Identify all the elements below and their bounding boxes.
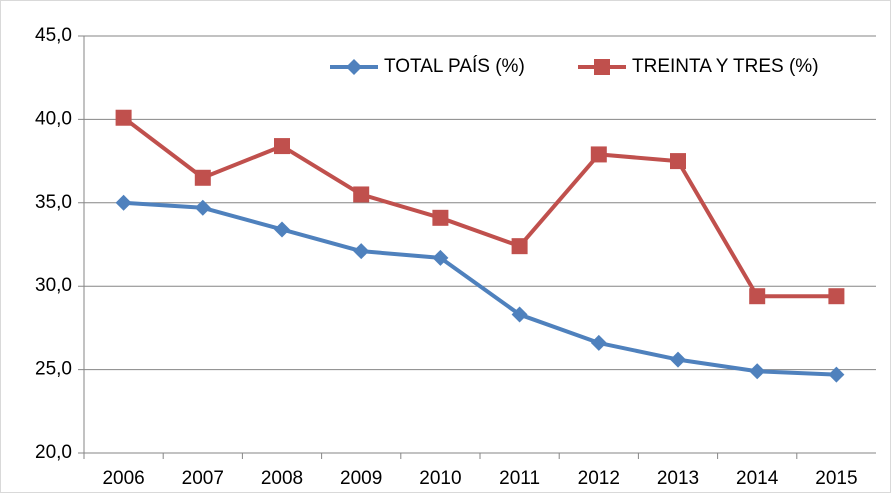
marker	[274, 221, 290, 238]
marker	[194, 169, 211, 186]
marker	[749, 363, 766, 380]
x-tick-label: 2012	[578, 468, 620, 489]
marker	[670, 351, 686, 368]
marker	[590, 334, 607, 351]
marker	[828, 366, 845, 383]
marker	[749, 288, 766, 305]
marker	[194, 199, 211, 216]
x-tick-label: 2009	[340, 468, 382, 489]
x-tick-label: 2015	[815, 468, 857, 489]
x-tick-label: 2010	[419, 468, 461, 489]
marker	[828, 288, 845, 305]
marker	[670, 153, 686, 170]
marker	[511, 306, 528, 323]
x-tick-label: 2008	[261, 468, 303, 489]
x-tick-label: 2007	[182, 468, 224, 489]
y-tick-label: 30,0	[35, 275, 72, 296]
legend-label: TREINTA Y TRES (%)	[632, 56, 819, 77]
x-tick-label: 2011	[499, 468, 540, 489]
series-line	[122, 116, 837, 299]
marker	[432, 209, 449, 226]
x-tick-label: 2013	[657, 468, 699, 489]
legend-label: TOTAL PAÍS (%)	[384, 56, 525, 77]
marker	[346, 59, 362, 75]
marker	[594, 59, 610, 75]
series-line	[123, 200, 837, 377]
y-tick-label: 35,0	[35, 192, 72, 213]
y-tick-label: 25,0	[35, 359, 72, 380]
marker	[115, 109, 132, 126]
marker	[115, 194, 132, 211]
marker	[511, 238, 528, 255]
y-tick-label: 40,0	[35, 108, 72, 129]
marker	[353, 186, 370, 203]
y-tick-label: 20,0	[35, 442, 72, 463]
y-tick-label: 45,0	[35, 25, 72, 46]
x-tick-label: 2014	[736, 468, 779, 489]
marker	[590, 146, 607, 163]
marker	[432, 249, 449, 266]
x-tick-label: 2006	[102, 468, 144, 489]
marker	[274, 138, 290, 155]
marker	[353, 243, 370, 260]
